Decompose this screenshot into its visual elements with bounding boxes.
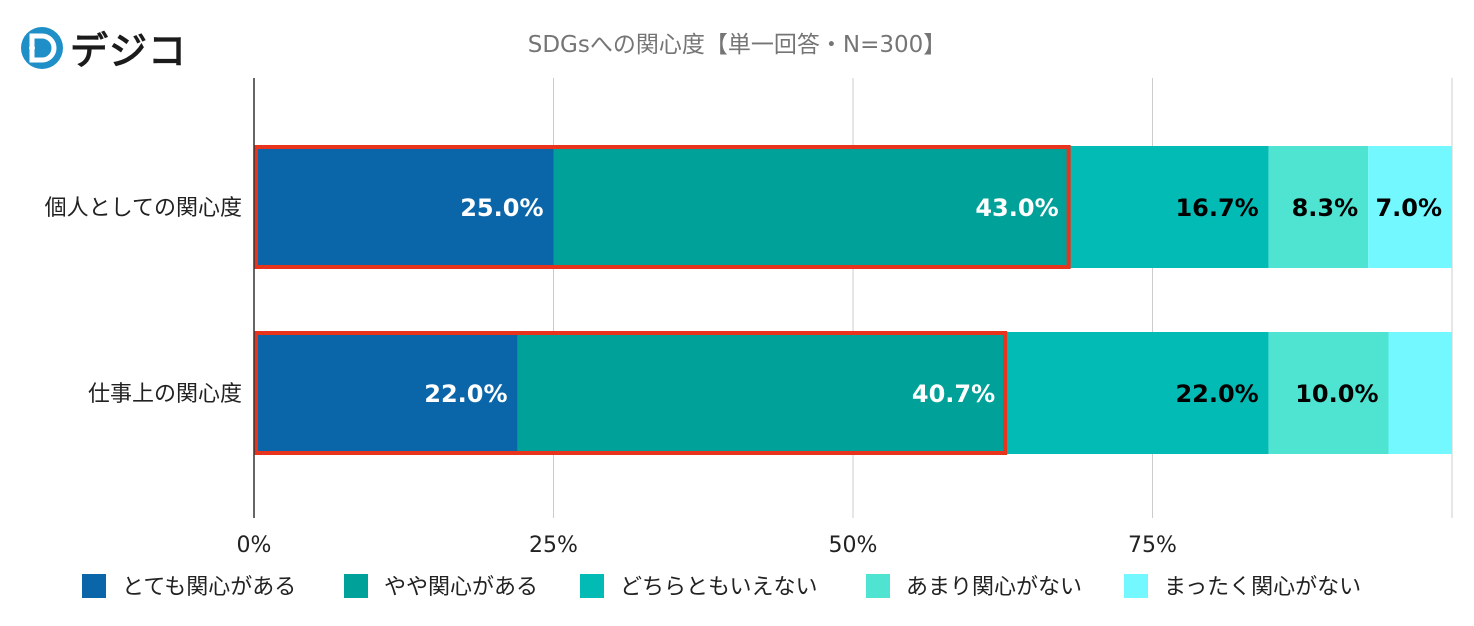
legend-label: まったく関心がない	[1164, 575, 1361, 600]
bar-segment	[553, 146, 1069, 268]
bar-segment	[1368, 146, 1452, 268]
x-tick-label: 75%	[1128, 533, 1177, 558]
legend-label: やや関心がある	[384, 575, 538, 600]
brand-logo-icon	[21, 26, 63, 69]
legend-swatch	[344, 574, 368, 598]
bar-segment	[1268, 332, 1389, 454]
data-label: 43.0%	[975, 194, 1058, 222]
bar-segment	[517, 332, 1006, 454]
bar-segment	[1388, 332, 1452, 454]
data-label: 16.7%	[1175, 194, 1258, 222]
data-label: 7.0%	[1375, 194, 1442, 222]
legend-swatch	[82, 574, 106, 598]
legend-label: あまり関心がない	[906, 575, 1082, 600]
data-label: 40.7%	[912, 380, 995, 408]
bar-segment	[1268, 146, 1369, 268]
data-label: 10.0%	[1295, 380, 1378, 408]
bar-segment	[1068, 146, 1269, 268]
data-label: 25.0%	[460, 194, 543, 222]
highlight-box	[254, 145, 1071, 269]
x-tick-label: 50%	[829, 533, 878, 558]
x-tick-label: 0%	[237, 533, 272, 558]
data-label: 22.0%	[424, 380, 507, 408]
x-tick-label: 25%	[529, 533, 578, 558]
legend-swatch	[580, 574, 604, 598]
category-label: 個人としての関心度	[45, 196, 242, 221]
brand-logo-text: デジコ	[70, 29, 188, 73]
data-label: 8.3%	[1292, 194, 1359, 222]
legend-swatch	[866, 574, 890, 598]
legend-label: どちらともいえない	[620, 575, 818, 600]
bar-segment	[1005, 332, 1269, 454]
bar-segment	[254, 332, 518, 454]
data-label: 22.0%	[1175, 380, 1258, 408]
legend-label: とても関心がある	[122, 575, 296, 600]
legend-swatch	[1124, 574, 1148, 598]
chart-title: SDGsへの関心度【単一回答・N=300】	[528, 32, 947, 58]
bar-segment	[254, 146, 554, 268]
category-label: 仕事上の関心度	[88, 382, 242, 407]
brand-logo: デジコ	[20, 20, 187, 75]
highlight-box	[254, 331, 1008, 455]
